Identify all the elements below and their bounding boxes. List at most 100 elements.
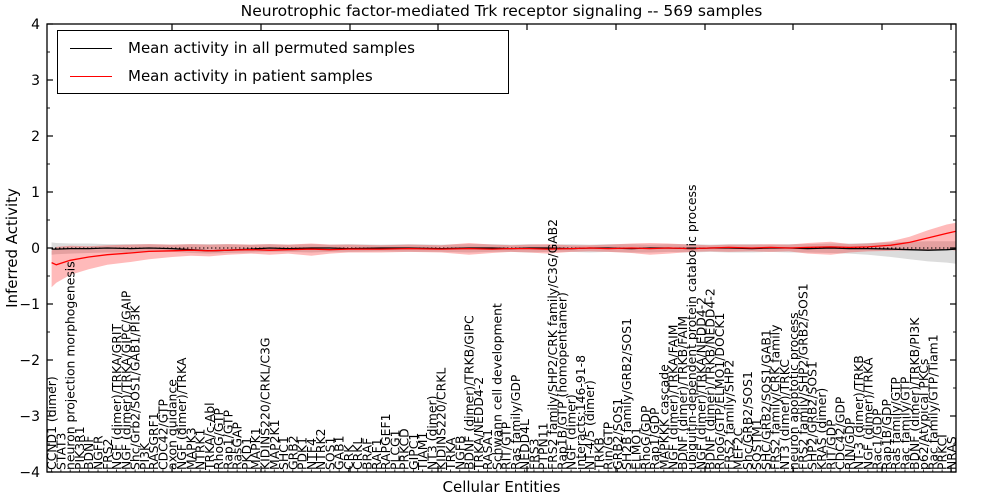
x-tick-label: BDNF [81, 436, 96, 470]
x-tick-label: TRKA/NEDD4-2 [471, 377, 486, 471]
legend-label: Mean activity in patient samples [128, 67, 373, 85]
x-tick-label: TRKB [591, 437, 606, 471]
y-tick-label: 3 [31, 73, 40, 89]
x-tick-label: Rap1/GDP [647, 407, 662, 470]
x-tick-label: PKD1 [239, 437, 254, 470]
x-tick-label: Ras family/GTP [888, 377, 903, 470]
y-tick-label: −4 [19, 465, 40, 481]
legend-label: Mean activity in all permuted samples [128, 39, 415, 57]
x-tick-label: SH2B family/GRB2/SOS1 [619, 318, 634, 470]
x-tick-label: RhoG/GTP [211, 407, 226, 470]
x-tick-label: NT3 (dimer) [424, 396, 439, 470]
x-tick-label: FRS2 family/SHP2/CRK family/C3G/GAB2 [545, 219, 560, 470]
legend-entry: Mean activity in all permuted samples [70, 35, 508, 61]
x-tick-label: MAPK3 [183, 427, 198, 470]
x-tick-label: MAPKKK cascade [656, 364, 671, 470]
x-tick-label: NGF (dimer)/TRKA/FAIM [666, 325, 681, 470]
confidence-band [51, 222, 957, 288]
x-tick-label: Rac family/GTP [897, 376, 912, 470]
legend-line-sample [70, 47, 112, 49]
x-tick-label: RhoG/GDP [638, 405, 653, 470]
x-axis-title: Cellular Entities [442, 478, 561, 496]
x-tick-label: SHC/GRB2/SOS1/GAB1 [758, 329, 773, 470]
x-tick-label: RASA1 [480, 429, 495, 470]
x-tick-label: BDNF (dimer)/TRKB/FAIM [675, 316, 690, 470]
plot-frame [46, 23, 957, 473]
x-tick-label: FRS2 family/SHP2 [721, 360, 736, 470]
x-tick-label: ELMO1 [628, 427, 643, 470]
x-tick-label: NGF (dimer)/TRKA/GRIT [109, 324, 124, 470]
x-tick-label: RIN/GDP [842, 417, 857, 470]
x-tick-label: NEDD4L [517, 419, 532, 470]
x-tick-label: RIT/GTP [499, 421, 514, 470]
x-tick-label: interacts:146-91-8 [573, 355, 588, 470]
x-tick-label: FRS2 [100, 439, 115, 471]
x-tick-label: FRS2 family/SHP2/GRB2/SOS1 [795, 283, 810, 470]
x-tick-label: PIK3R1 [72, 426, 87, 470]
x-tick-label: Rac1/GDP [870, 408, 885, 470]
x-tick-label: NTRK2 [313, 429, 328, 470]
y-tick-label: −3 [19, 409, 40, 425]
x-tick-label: SHC1 [276, 436, 291, 470]
x-tick-label: p62/Atypical PKCs [916, 359, 931, 470]
x-tick-label: Shc/Grb2/SOS1/GAB1/PI3K [128, 304, 143, 470]
mean-line [51, 230, 957, 266]
x-tick-label: NT3 (dimer)/TRKC [777, 359, 792, 470]
y-tick-label: 4 [31, 17, 40, 33]
x-tick-label: GAB1 [332, 436, 347, 470]
x-tick-label: SQSTM1 [749, 418, 764, 470]
x-tick-label: STAT3 [53, 433, 68, 470]
legend: Mean activity in all permuted samples Mea… [57, 30, 509, 94]
y-tick-label: −1 [19, 297, 40, 313]
x-tick-label: GIPC1 [406, 433, 421, 470]
x-tick-label: Rap1/GTP [220, 409, 235, 470]
x-tick-label: Schwann cell development [489, 303, 504, 470]
x-tick-label: RIT/GDP [823, 419, 838, 470]
x-tick-label: NT-3 (dimer)/TRKB [851, 355, 866, 470]
x-tick-label: MAPK1 [248, 427, 263, 470]
x-tick-label: NGF (dimer)/TRKA [860, 357, 875, 470]
y-axis-title: Inferred Activity [3, 188, 21, 308]
y-tick-label: 1 [31, 185, 40, 201]
x-tick-label: axon guidance [165, 379, 180, 470]
x-tick-label: NGF (dimer)/TRKA [174, 357, 189, 470]
x-tick-label: neuron apoptotic process [786, 312, 801, 470]
x-tick-label: SHP2/GRB2/SOS1 [805, 361, 820, 470]
x-tick-label: PRKCI [935, 434, 950, 470]
x-tick-label: CRK [341, 444, 356, 470]
x-tick-label: RASGRF1 [146, 412, 161, 470]
x-tick-label: CDC42/GTP [155, 398, 170, 470]
legend-line-sample [70, 75, 112, 77]
x-tick-label: neuron projection morphogenesis [63, 261, 78, 470]
x-tick-label: NTF4 [304, 438, 319, 470]
x-tick-label: TRKA/c-Abl [202, 402, 217, 471]
x-tick-label: SOS1 [322, 437, 337, 470]
y-tick-label: −2 [19, 353, 40, 369]
legend-entry: Mean activity in patient samples [70, 63, 508, 89]
x-tick-label: MEF2C [731, 428, 746, 470]
x-tick-label: NGFR [91, 435, 106, 470]
x-tick-label: BDNF (dimer)/TRKB/NEDD4-2 [703, 288, 718, 470]
x-tick-label: TRKA [443, 437, 458, 471]
x-tick-label: NT-4/5 (dimer) [582, 380, 597, 470]
x-tick-label: NGFB [452, 436, 467, 471]
x-tick-label: RAF1 [369, 438, 384, 470]
x-tick-label: GRB2/SOS1 [610, 398, 625, 470]
x-tick-label: Rap1B/GTP (homopentamer) [554, 292, 569, 470]
x-tick-label: BDNF (dimer)/TRKB/PI3K [907, 317, 922, 470]
x-tick-label: Shc/GRB2/SOS1 [740, 371, 755, 470]
x-tick-label: CDC42/GDP [833, 396, 848, 470]
x-tick-label: ubiquitin-dependent protein catabolic pr… [684, 185, 699, 470]
x-tick-label: Rac family/GTP/Tiam1 [925, 334, 940, 470]
chart-title: Neurotrophic factor-mediated Trk recepto… [240, 2, 763, 20]
x-tick-label: PI3K [137, 442, 152, 470]
x-tick-label: PLCG1 [387, 429, 402, 470]
x-tick-label: Rin/GTP [601, 421, 616, 470]
x-tick-label: KIDINS220/CRKL [434, 368, 449, 470]
x-tick-label: MAP2K1 [267, 419, 282, 470]
y-tick-label: 2 [31, 129, 40, 145]
x-tick-label: PRKCD [397, 428, 412, 470]
x-tick-label: TIAM1 [415, 432, 430, 471]
x-tick-label: NTRK1 [193, 429, 208, 470]
